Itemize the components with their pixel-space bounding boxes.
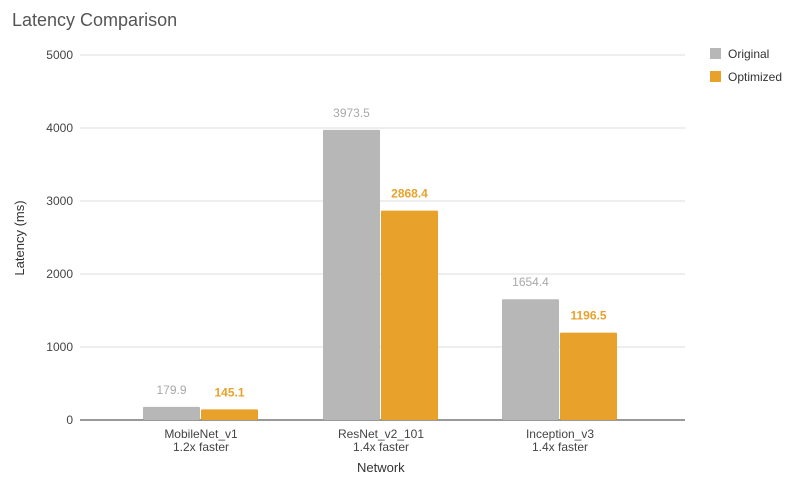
x-tick-note: 1.4x faster bbox=[532, 440, 588, 454]
x-tick-note: 1.2x faster bbox=[173, 440, 229, 454]
bar-optimized bbox=[201, 409, 258, 420]
data-label: 1654.4 bbox=[512, 275, 549, 289]
legend-swatch bbox=[710, 48, 721, 59]
x-tick-label: ResNet_v2_101 bbox=[338, 427, 424, 441]
y-axis-label: Latency (ms) bbox=[12, 200, 27, 275]
y-tick-label: 4000 bbox=[46, 121, 73, 135]
x-tick-note: 1.4x faster bbox=[353, 440, 409, 454]
bar-original bbox=[323, 129, 380, 420]
data-label: 2868.4 bbox=[391, 187, 428, 201]
legend-label: Original bbox=[728, 47, 769, 61]
data-label: 3973.5 bbox=[333, 106, 370, 120]
y-tick-label: 1000 bbox=[46, 340, 73, 354]
y-tick-label: 0 bbox=[66, 413, 73, 427]
data-label: 179.9 bbox=[156, 383, 186, 397]
data-label: 145.1 bbox=[214, 385, 244, 399]
x-axis-label: Network bbox=[357, 460, 405, 475]
bar-optimized bbox=[560, 332, 617, 420]
bar-original bbox=[502, 299, 559, 420]
x-tick-label: Inception_v3 bbox=[526, 427, 594, 441]
legend-label: Optimized bbox=[728, 70, 782, 84]
bar-original bbox=[143, 406, 200, 420]
bar-optimized bbox=[381, 210, 438, 420]
x-tick-label: MobileNet_v1 bbox=[164, 427, 238, 441]
data-label: 1196.5 bbox=[570, 309, 606, 323]
y-tick-label: 2000 bbox=[46, 267, 73, 281]
y-tick-label: 5000 bbox=[46, 48, 73, 62]
legend-swatch bbox=[710, 71, 721, 82]
chart-title: Latency Comparison bbox=[12, 10, 177, 30]
y-tick-label: 3000 bbox=[46, 194, 73, 208]
